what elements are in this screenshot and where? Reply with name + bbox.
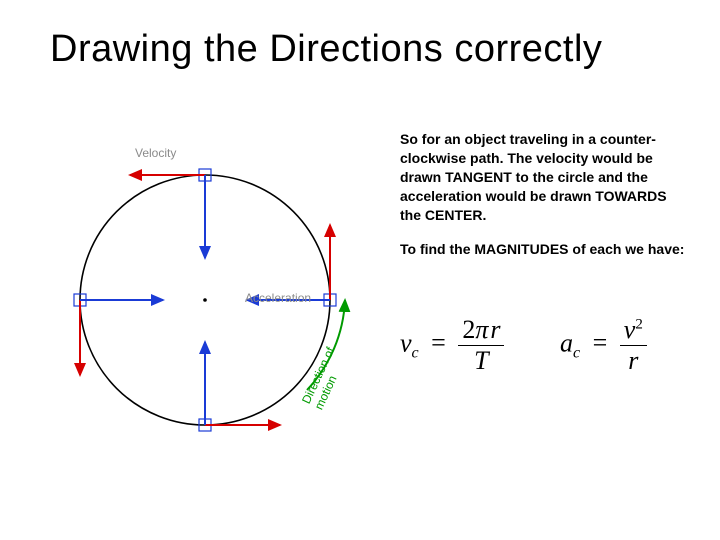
vc-num-var: r [488,315,500,344]
ac-den: r [628,346,638,375]
vc-den: T [474,346,488,375]
ac-num-exp: 2 [635,316,643,332]
circular-motion-diagram: Velocity Acceleration Direction of motio… [45,130,365,450]
paragraph-2: To find the MAGNITUDES of each we have: [400,240,690,259]
vc-num-coeff: 2 [462,315,475,344]
velocity-label: Velocity [135,146,176,160]
paragraph-1: So for an object traveling in a counter-… [400,130,690,224]
ac-lhs-sub: c [573,345,580,362]
acceleration-label: Acceleration [245,291,311,305]
equation-vc: vc = 2πr T [400,315,504,376]
vc-num-pi: π [475,315,488,344]
ac-num-var: v [624,315,636,344]
ac-lhs-sym: a [560,328,573,357]
equations-area: vc = 2πr T ac = v2 r [400,305,690,405]
vc-lhs-sub: c [412,345,419,362]
text-column: So for an object traveling in a counter-… [400,130,690,275]
content-area: Velocity Acceleration Direction of motio… [0,120,720,540]
center-dot [203,298,207,302]
equation-ac: ac = v2 r [560,315,647,376]
page-title: Drawing the Directions correctly [50,28,602,71]
vc-lhs-sym: v [400,328,412,357]
